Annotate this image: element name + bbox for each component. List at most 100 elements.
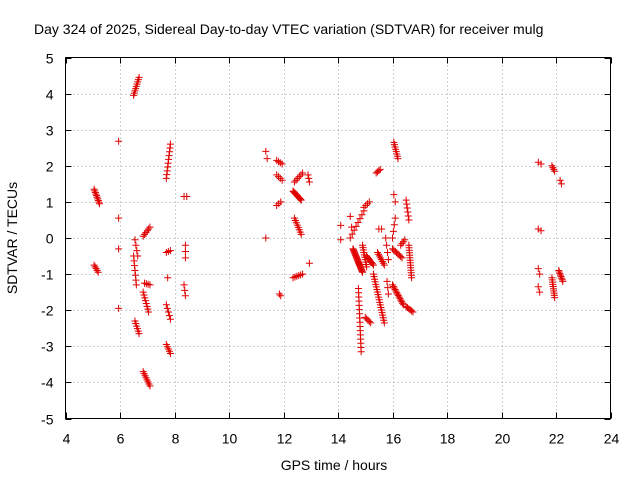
x-tick-label: 6 <box>117 431 125 447</box>
data-point <box>115 304 123 312</box>
data-point <box>278 160 286 168</box>
data-point <box>278 176 286 184</box>
data-point <box>181 286 189 294</box>
data-point <box>392 287 400 295</box>
data-point <box>146 281 154 289</box>
x-tick-label: 14 <box>331 431 347 447</box>
y-tick-label: 4 <box>46 87 54 103</box>
data-point <box>394 292 402 300</box>
data-point <box>277 198 285 206</box>
chart-title: Day 324 of 2025, Sidereal Day-to-day VTE… <box>34 21 543 37</box>
data-point <box>142 280 150 288</box>
data-point <box>139 288 147 296</box>
x-axis: 4 6 8 10 12 14 16 18 20 22 24 <box>63 57 619 447</box>
data-point <box>262 234 270 242</box>
data-point <box>558 274 566 282</box>
data-point <box>399 299 407 307</box>
data-point <box>367 319 375 327</box>
data-point <box>398 298 406 306</box>
data-point <box>305 174 313 182</box>
data-point <box>93 192 101 200</box>
data-point <box>295 173 303 181</box>
data-point <box>337 236 345 244</box>
data-point <box>394 155 402 163</box>
data-point <box>368 260 376 268</box>
data-point <box>358 211 366 219</box>
data-point <box>556 271 564 279</box>
data-point <box>399 238 407 246</box>
data-point <box>555 268 563 276</box>
data-point <box>94 268 102 276</box>
data-point <box>304 171 312 179</box>
data-point <box>141 297 149 305</box>
data-point <box>94 195 102 203</box>
data-point <box>96 200 104 208</box>
data-point <box>390 221 398 229</box>
data-point <box>558 276 566 284</box>
data-point <box>181 248 189 256</box>
data-point <box>389 282 397 290</box>
data-point <box>296 195 304 203</box>
y-tick-label: 1 <box>46 195 54 211</box>
data-point <box>551 294 559 302</box>
data-point <box>141 279 149 287</box>
y-tick-label: 5 <box>46 51 54 67</box>
data-point <box>557 273 565 281</box>
data-point <box>275 158 283 166</box>
data-point <box>305 178 313 186</box>
data-point <box>277 292 285 300</box>
x-tick-label: 8 <box>172 431 180 447</box>
data-point <box>354 219 362 227</box>
data-point <box>384 248 392 256</box>
data-point <box>536 288 544 296</box>
data-point <box>90 185 98 193</box>
data-point <box>142 229 150 237</box>
data-point <box>397 253 405 261</box>
data-point <box>164 308 172 316</box>
data-point <box>390 191 398 199</box>
data-point <box>141 230 149 238</box>
data-point <box>393 289 401 297</box>
x-tick-label: 16 <box>386 431 402 447</box>
data-point <box>292 176 300 184</box>
data-point <box>166 350 174 358</box>
data-point <box>557 180 565 188</box>
data-point <box>398 239 406 247</box>
data-point <box>375 252 383 260</box>
data-point <box>402 196 410 204</box>
data-point <box>389 281 396 289</box>
data-point <box>146 382 154 390</box>
data-point <box>390 284 398 292</box>
data-point <box>360 203 368 211</box>
y-tick-label: 2 <box>46 159 54 175</box>
data-point <box>359 268 367 276</box>
data-point <box>405 216 413 224</box>
data-point <box>382 234 390 242</box>
data-point <box>166 140 174 148</box>
data-point <box>273 156 281 164</box>
y-tick-label: -5 <box>41 412 54 428</box>
x-tick-label: 22 <box>549 431 565 447</box>
data-point <box>391 214 399 222</box>
data-point <box>348 230 356 238</box>
data-point <box>534 283 542 291</box>
data-point <box>183 192 191 200</box>
data-point <box>356 215 364 223</box>
data-point <box>143 302 151 310</box>
data-point <box>275 173 283 181</box>
data-point <box>166 247 174 255</box>
data-point <box>143 227 151 235</box>
data-point <box>536 270 544 278</box>
data-point <box>145 308 153 316</box>
data-point <box>90 261 98 269</box>
data-point <box>294 174 302 182</box>
data-point <box>146 223 154 231</box>
data-point <box>181 254 189 262</box>
data-point <box>404 208 412 216</box>
data-point <box>375 167 383 175</box>
data-point <box>131 236 139 244</box>
data-point <box>92 265 100 273</box>
data-point <box>550 165 558 173</box>
grid-lines <box>65 57 611 419</box>
